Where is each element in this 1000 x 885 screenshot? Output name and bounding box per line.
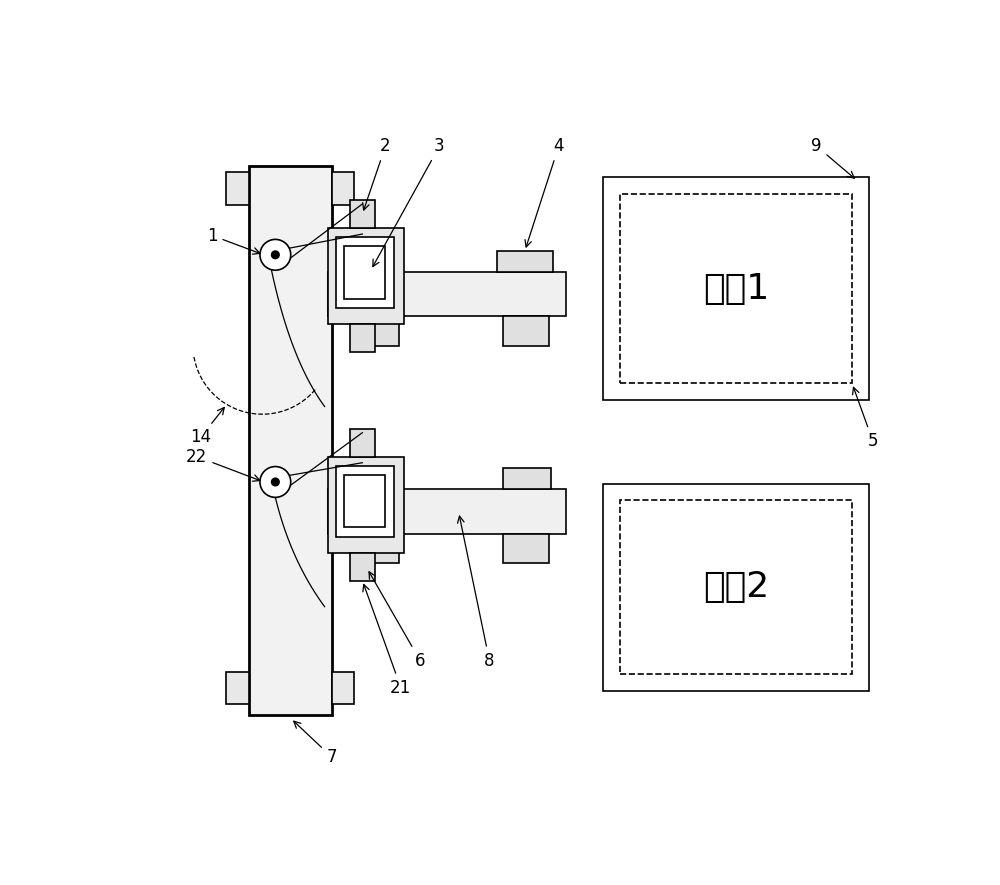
Text: 7: 7 — [294, 721, 337, 766]
Text: 仓库1: 仓库1 — [703, 272, 769, 305]
Text: 3: 3 — [373, 137, 445, 266]
Text: 9: 9 — [811, 137, 854, 178]
Bar — [350, 429, 375, 457]
Bar — [362, 317, 399, 346]
Bar — [362, 534, 399, 563]
Bar — [503, 534, 549, 563]
Bar — [603, 177, 869, 400]
Bar — [226, 672, 249, 704]
Bar — [620, 500, 852, 674]
Bar — [336, 466, 394, 536]
Text: 5: 5 — [853, 388, 878, 450]
Text: 14: 14 — [190, 407, 224, 446]
Bar — [332, 672, 354, 704]
Bar — [328, 457, 404, 553]
Bar — [328, 272, 566, 317]
Bar — [503, 468, 551, 489]
Bar — [336, 237, 394, 308]
Circle shape — [271, 251, 279, 258]
Bar — [226, 173, 249, 204]
Text: 2: 2 — [363, 137, 391, 210]
Text: 8: 8 — [458, 516, 495, 670]
Bar — [249, 166, 332, 714]
Bar — [328, 227, 404, 324]
Bar — [344, 246, 385, 299]
Bar — [344, 475, 385, 527]
Text: 22: 22 — [186, 448, 260, 481]
Bar — [350, 553, 375, 581]
Circle shape — [260, 466, 291, 497]
Bar — [328, 489, 566, 534]
Bar — [358, 468, 399, 489]
Bar — [351, 251, 391, 272]
Bar — [603, 483, 869, 691]
Bar — [620, 194, 852, 383]
Circle shape — [260, 240, 291, 270]
Circle shape — [271, 478, 279, 486]
Bar — [497, 251, 553, 272]
Text: 仓库2: 仓库2 — [703, 571, 769, 604]
Text: 1: 1 — [207, 227, 260, 254]
Bar — [332, 173, 354, 204]
Bar — [503, 317, 549, 346]
Text: 6: 6 — [369, 572, 425, 670]
Text: 21: 21 — [363, 584, 411, 696]
Bar — [350, 324, 375, 352]
Bar — [350, 200, 375, 227]
Text: 4: 4 — [525, 137, 564, 247]
